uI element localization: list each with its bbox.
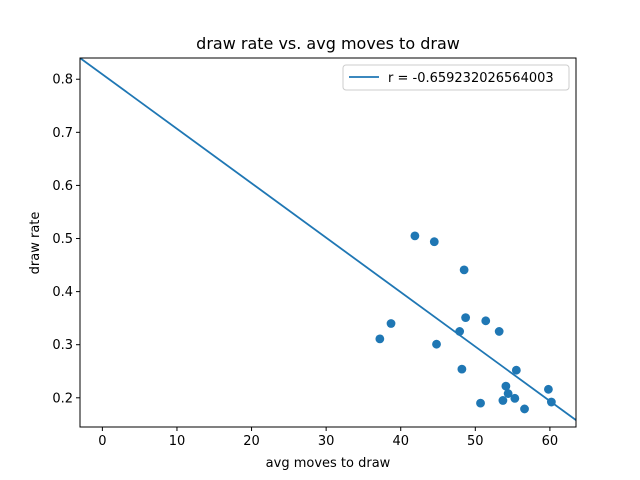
scatter-point — [544, 384, 553, 394]
scatter-point — [498, 396, 508, 405]
regression-line — [80, 58, 576, 421]
y-tick-label: 0.6 — [52, 179, 73, 194]
x-tick-label: 30 — [318, 434, 335, 449]
plot-frame — [79, 57, 577, 428]
x-tick-label: 10 — [169, 434, 186, 449]
legend-box — [342, 64, 570, 91]
x-tick-label: 40 — [392, 434, 409, 449]
scatter-point — [455, 327, 465, 336]
x-tick-label: 0 — [98, 434, 106, 449]
y-tick-label: 0.4 — [52, 285, 73, 300]
x-tick-label: 60 — [542, 434, 559, 449]
scatter-point — [386, 319, 396, 328]
scatter-point — [410, 231, 420, 241]
scatter-point — [501, 381, 511, 391]
legend-label: r = -0.659232026564003 — [388, 71, 554, 86]
scatter-point — [546, 397, 556, 407]
scatter-point — [503, 389, 513, 398]
x-tick-label: 50 — [467, 434, 484, 449]
scatter-point — [511, 365, 521, 375]
scatter-point — [461, 313, 471, 323]
y-tick-label: 0.7 — [52, 126, 73, 141]
x-axis-title: avg moves to draw — [266, 456, 391, 471]
scatter-point — [432, 339, 441, 349]
y-axis-title: draw rate — [28, 212, 43, 275]
x-tick-label: 20 — [243, 434, 260, 449]
scatter-point — [375, 334, 385, 344]
scatter-point — [481, 316, 491, 326]
scatter-point — [457, 364, 467, 374]
y-tick-label: 0.2 — [52, 391, 73, 406]
legend: r = -0.659232026564003 — [342, 64, 570, 91]
scatter-point — [429, 237, 439, 247]
y-tick-label: 0.5 — [52, 232, 73, 247]
scatter-point — [510, 393, 520, 403]
scatter-point — [494, 327, 504, 336]
y-tick-label: 0.3 — [52, 338, 73, 353]
y-axis: 0.2 0.3 0.4 0.5 0.6 0.7 0.8 — [52, 73, 80, 406]
plot-area — [80, 58, 576, 421]
y-tick-label: 0.8 — [52, 73, 73, 88]
scatter-point — [476, 398, 485, 408]
scatter-point — [459, 265, 469, 275]
scatter-point — [520, 404, 529, 414]
chart-title: draw rate vs. avg moves to draw — [196, 34, 460, 53]
x-axis: 0 10 20 30 40 50 60 — [98, 427, 558, 449]
